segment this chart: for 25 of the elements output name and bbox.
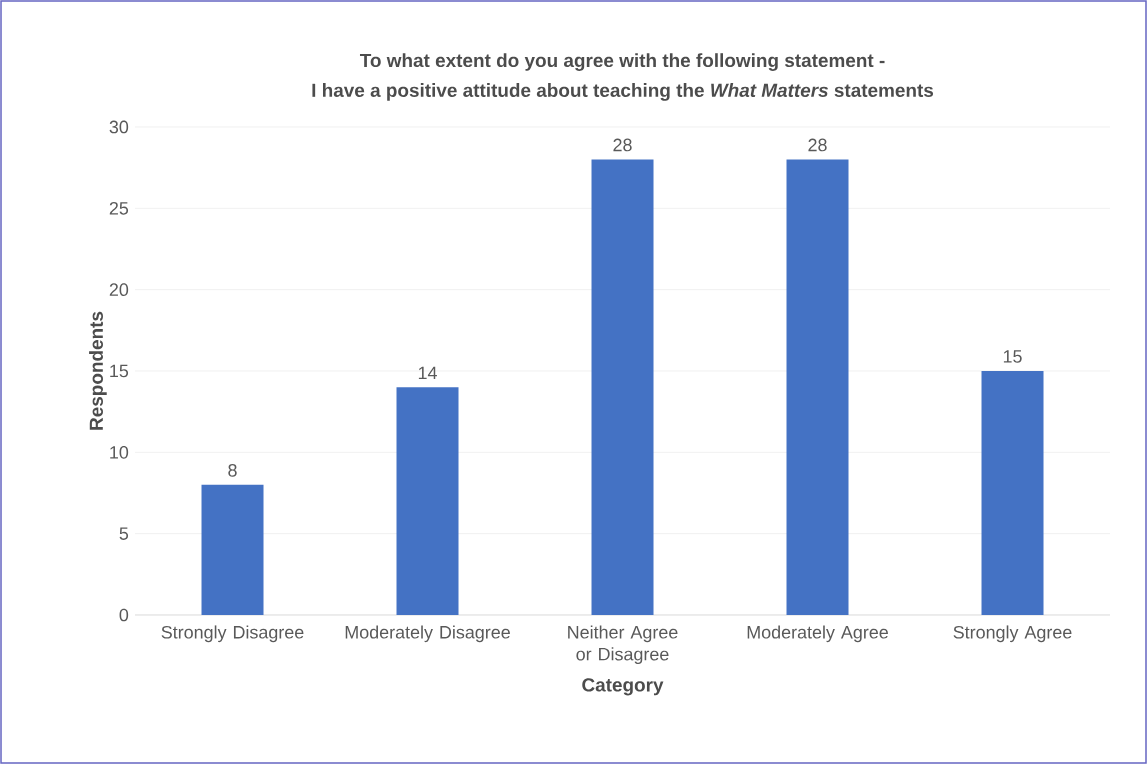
bar xyxy=(981,370,1044,615)
bar xyxy=(201,484,264,615)
y-tick-label: 0 xyxy=(119,608,129,622)
data-label: 15 xyxy=(1003,350,1022,363)
y-tick-label: 15 xyxy=(110,364,129,378)
y-axis-title: Respondents xyxy=(89,311,107,430)
x-axis-title: Category xyxy=(582,678,664,696)
chart-title: To what extent do you agree with the following statement - I have a positive attitude about teaching the What Matters statements xyxy=(312,53,934,101)
data-label: 14 xyxy=(418,366,437,380)
y-tick-label: 30 xyxy=(109,120,129,134)
y-tick-label: 10 xyxy=(110,445,129,459)
data-label: 28 xyxy=(808,138,827,152)
x-tick-label: Strongly Disagree xyxy=(161,625,304,643)
data-label: 8 xyxy=(228,463,237,477)
data-label: 28 xyxy=(613,138,632,152)
y-tick-label: 25 xyxy=(109,201,129,215)
y-tick-label: 20 xyxy=(109,283,129,296)
y-tick-label: 5 xyxy=(119,527,129,540)
x-tick-label: Strongly Agree xyxy=(953,625,1072,643)
x-tick-label: Moderately Disagree xyxy=(345,625,510,643)
bar xyxy=(591,159,654,615)
bar xyxy=(786,159,849,615)
bar xyxy=(396,387,459,615)
x-tick-label: Neither Agree or Disagree xyxy=(568,625,678,665)
x-tick-label: Moderately Agree xyxy=(747,625,888,643)
